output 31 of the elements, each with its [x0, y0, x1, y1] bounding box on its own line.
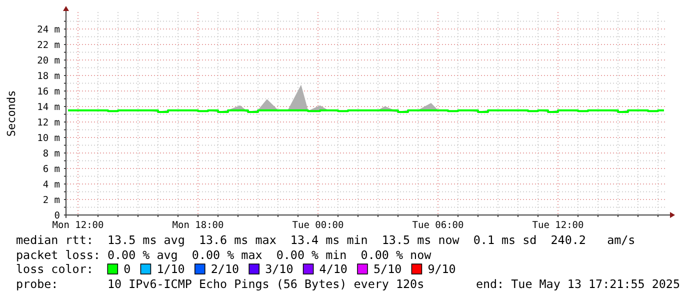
y-tick-label: 8 m — [42, 148, 60, 160]
text: end: Tue May 13 17:21:55 2025 — [476, 277, 680, 291]
legend-label: 5/10 — [374, 262, 402, 276]
y-axis-title: Seconds — [5, 90, 18, 137]
y-tick-label: 24 m — [37, 24, 60, 36]
x-tick-label: Tue 12:00 — [532, 220, 584, 231]
x-tick-label: Mon 12:00 — [52, 220, 104, 231]
y-tick-label: 6 m — [42, 164, 60, 176]
y-tick-label: 10 m — [37, 133, 60, 144]
y-tick-label: 2 m — [42, 195, 60, 206]
y-tick-label: 18 m — [37, 71, 60, 82]
text: packet loss: 0.00 % avg 0.00 % max 0.00 % min 0.00 % now — [16, 248, 432, 262]
text: median rtt: 13.5 ms avg 13.6 ms max 13.4 ms min 13.5 ms now 0.1 ms sd 240.2 am/s — [16, 233, 636, 247]
text: probe: 10 IPv6-ICMP Echo Pings (56 Bytes) every 120s — [16, 277, 424, 291]
legend-label: 2/10 — [210, 262, 240, 276]
y-tick-label: 16 m — [37, 86, 60, 98]
y-tick-label: 0 — [54, 210, 60, 222]
x-tick-label: Tue 00:00 — [292, 220, 344, 231]
x-tick-label: Tue 06:00 — [412, 220, 464, 231]
y-tick-label: 14 m — [37, 102, 60, 114]
legend-label: 0 — [124, 262, 131, 276]
legend-label: 3/10 — [265, 262, 294, 276]
legend-title: loss color: — [16, 262, 94, 276]
legend-label: 9/10 — [428, 262, 456, 276]
y-tick-label: 4 m — [42, 180, 60, 191]
y-tick-label: 22 m — [37, 40, 60, 52]
legend-label: 1/10 — [156, 262, 185, 276]
legend-label: 4/10 — [319, 262, 348, 276]
y-tick-label: 20 m — [37, 56, 60, 67]
y-tick-label: 12 m — [37, 118, 60, 129]
x-tick-label: Mon 18:00 — [172, 220, 224, 231]
